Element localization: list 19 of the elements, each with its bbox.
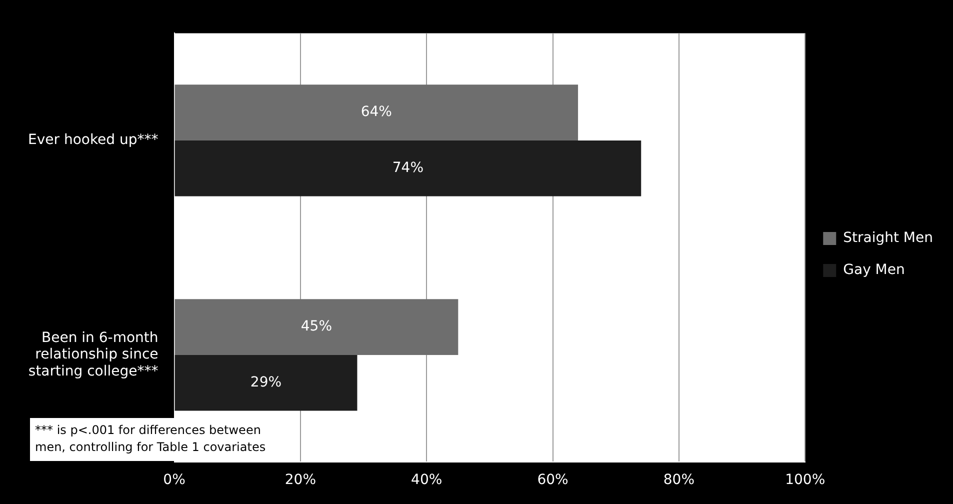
y-tick-label: Ever hooked up***	[28, 132, 158, 148]
data-label: 64%	[360, 104, 392, 120]
bar	[174, 140, 642, 196]
annotation: *** is p<.001 for differences between men, controlling for Table 1 covariates	[30, 418, 286, 461]
data-label: 29%	[250, 374, 282, 390]
data-label: 45%	[300, 318, 332, 335]
legend-label: Gay Men	[843, 262, 905, 278]
x-tick-label: 40%	[411, 472, 442, 488]
x-tick-label: 20%	[284, 472, 316, 488]
x-tick-label: 100%	[785, 472, 826, 488]
x-tick-label: 80%	[663, 472, 695, 488]
y-tick-label: Been in 6-month relationship since starting college***	[28, 330, 158, 380]
bar	[174, 354, 358, 411]
x-tick-label: 60%	[537, 472, 568, 488]
bar	[174, 299, 458, 355]
x-tick-label: 0%	[163, 472, 186, 488]
legend-label: Straight Men	[843, 230, 934, 246]
bar	[174, 84, 578, 140]
data-label: 74%	[392, 160, 424, 176]
